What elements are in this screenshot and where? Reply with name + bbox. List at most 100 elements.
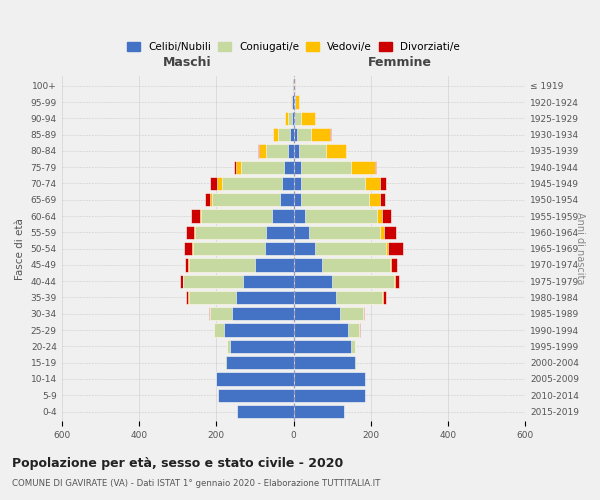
Bar [288, 112, 293, 125]
Bar [293, 324, 359, 336]
Bar [200, 210, 293, 222]
Bar [227, 340, 293, 353]
Bar [226, 356, 293, 370]
Bar [293, 96, 299, 108]
Bar [235, 160, 293, 174]
Bar [255, 258, 293, 272]
Bar [293, 258, 391, 272]
Bar [293, 160, 374, 174]
Bar [217, 177, 293, 190]
Bar [293, 405, 344, 418]
Bar [293, 226, 380, 239]
Bar [227, 340, 293, 353]
Bar [293, 144, 346, 158]
Bar [293, 112, 295, 125]
Bar [216, 372, 293, 386]
Bar [293, 307, 364, 320]
Bar [238, 405, 293, 418]
Bar [284, 112, 293, 125]
Bar [195, 226, 293, 239]
Bar [293, 193, 369, 206]
Text: Maschi: Maschi [163, 56, 211, 69]
Bar [278, 128, 293, 141]
Bar [293, 177, 380, 190]
Bar [212, 193, 293, 206]
Bar [280, 193, 293, 206]
Bar [293, 274, 395, 288]
Bar [293, 193, 380, 206]
Bar [243, 274, 293, 288]
Bar [189, 258, 293, 272]
Bar [188, 258, 293, 272]
Text: Femmine: Femmine [368, 56, 432, 69]
Bar [211, 193, 293, 206]
Bar [293, 372, 365, 386]
Bar [293, 340, 355, 353]
Bar [293, 291, 382, 304]
Bar [189, 291, 293, 304]
Bar [293, 242, 388, 256]
Bar [293, 128, 331, 141]
Bar [293, 388, 365, 402]
Bar [293, 340, 355, 353]
Bar [293, 405, 344, 418]
Bar [191, 210, 293, 222]
Bar [241, 160, 293, 174]
Bar [218, 388, 293, 402]
Text: Popolazione per età, sesso e stato civile - 2020: Popolazione per età, sesso e stato civil… [12, 458, 343, 470]
Bar [284, 112, 293, 125]
Bar [293, 388, 365, 402]
Bar [293, 128, 330, 141]
Bar [293, 324, 359, 336]
Bar [293, 79, 295, 92]
Bar [293, 226, 385, 239]
Bar [293, 372, 365, 386]
Bar [236, 160, 293, 174]
Bar [293, 210, 382, 222]
Bar [291, 96, 293, 108]
Bar [230, 340, 293, 353]
Bar [293, 274, 398, 288]
Y-axis label: Anni di nascita: Anni di nascita [575, 212, 585, 285]
Bar [214, 324, 293, 336]
Bar [293, 405, 344, 418]
Bar [272, 210, 293, 222]
Bar [184, 242, 293, 256]
Bar [293, 356, 355, 370]
Y-axis label: Fasce di età: Fasce di età [15, 218, 25, 280]
Bar [293, 128, 311, 141]
Bar [293, 356, 356, 370]
Bar [292, 96, 293, 108]
Bar [293, 226, 309, 239]
Bar [293, 112, 315, 125]
Bar [184, 274, 293, 288]
Text: COMUNE DI GAVIRATE (VA) - Dati ISTAT 1° gennaio 2020 - Elaborazione TUTTITALIA.I: COMUNE DI GAVIRATE (VA) - Dati ISTAT 1° … [12, 479, 380, 488]
Bar [293, 144, 299, 158]
Bar [187, 226, 293, 239]
Bar [238, 405, 293, 418]
Bar [227, 340, 293, 353]
Bar [293, 307, 363, 320]
Bar [211, 307, 293, 320]
Bar [179, 274, 293, 288]
Bar [272, 128, 293, 141]
Bar [282, 177, 293, 190]
Bar [293, 307, 340, 320]
Bar [216, 372, 293, 386]
Bar [293, 79, 294, 92]
Bar [218, 388, 293, 402]
Bar [293, 274, 332, 288]
Bar [218, 388, 293, 402]
Bar [293, 242, 315, 256]
Bar [258, 144, 293, 158]
Bar [291, 96, 293, 108]
Bar [274, 128, 293, 141]
Bar [224, 324, 293, 336]
Bar [192, 242, 293, 256]
Bar [293, 258, 397, 272]
Bar [293, 210, 305, 222]
Bar [293, 144, 346, 158]
Bar [293, 210, 377, 222]
Bar [209, 307, 293, 320]
Bar [201, 210, 293, 222]
